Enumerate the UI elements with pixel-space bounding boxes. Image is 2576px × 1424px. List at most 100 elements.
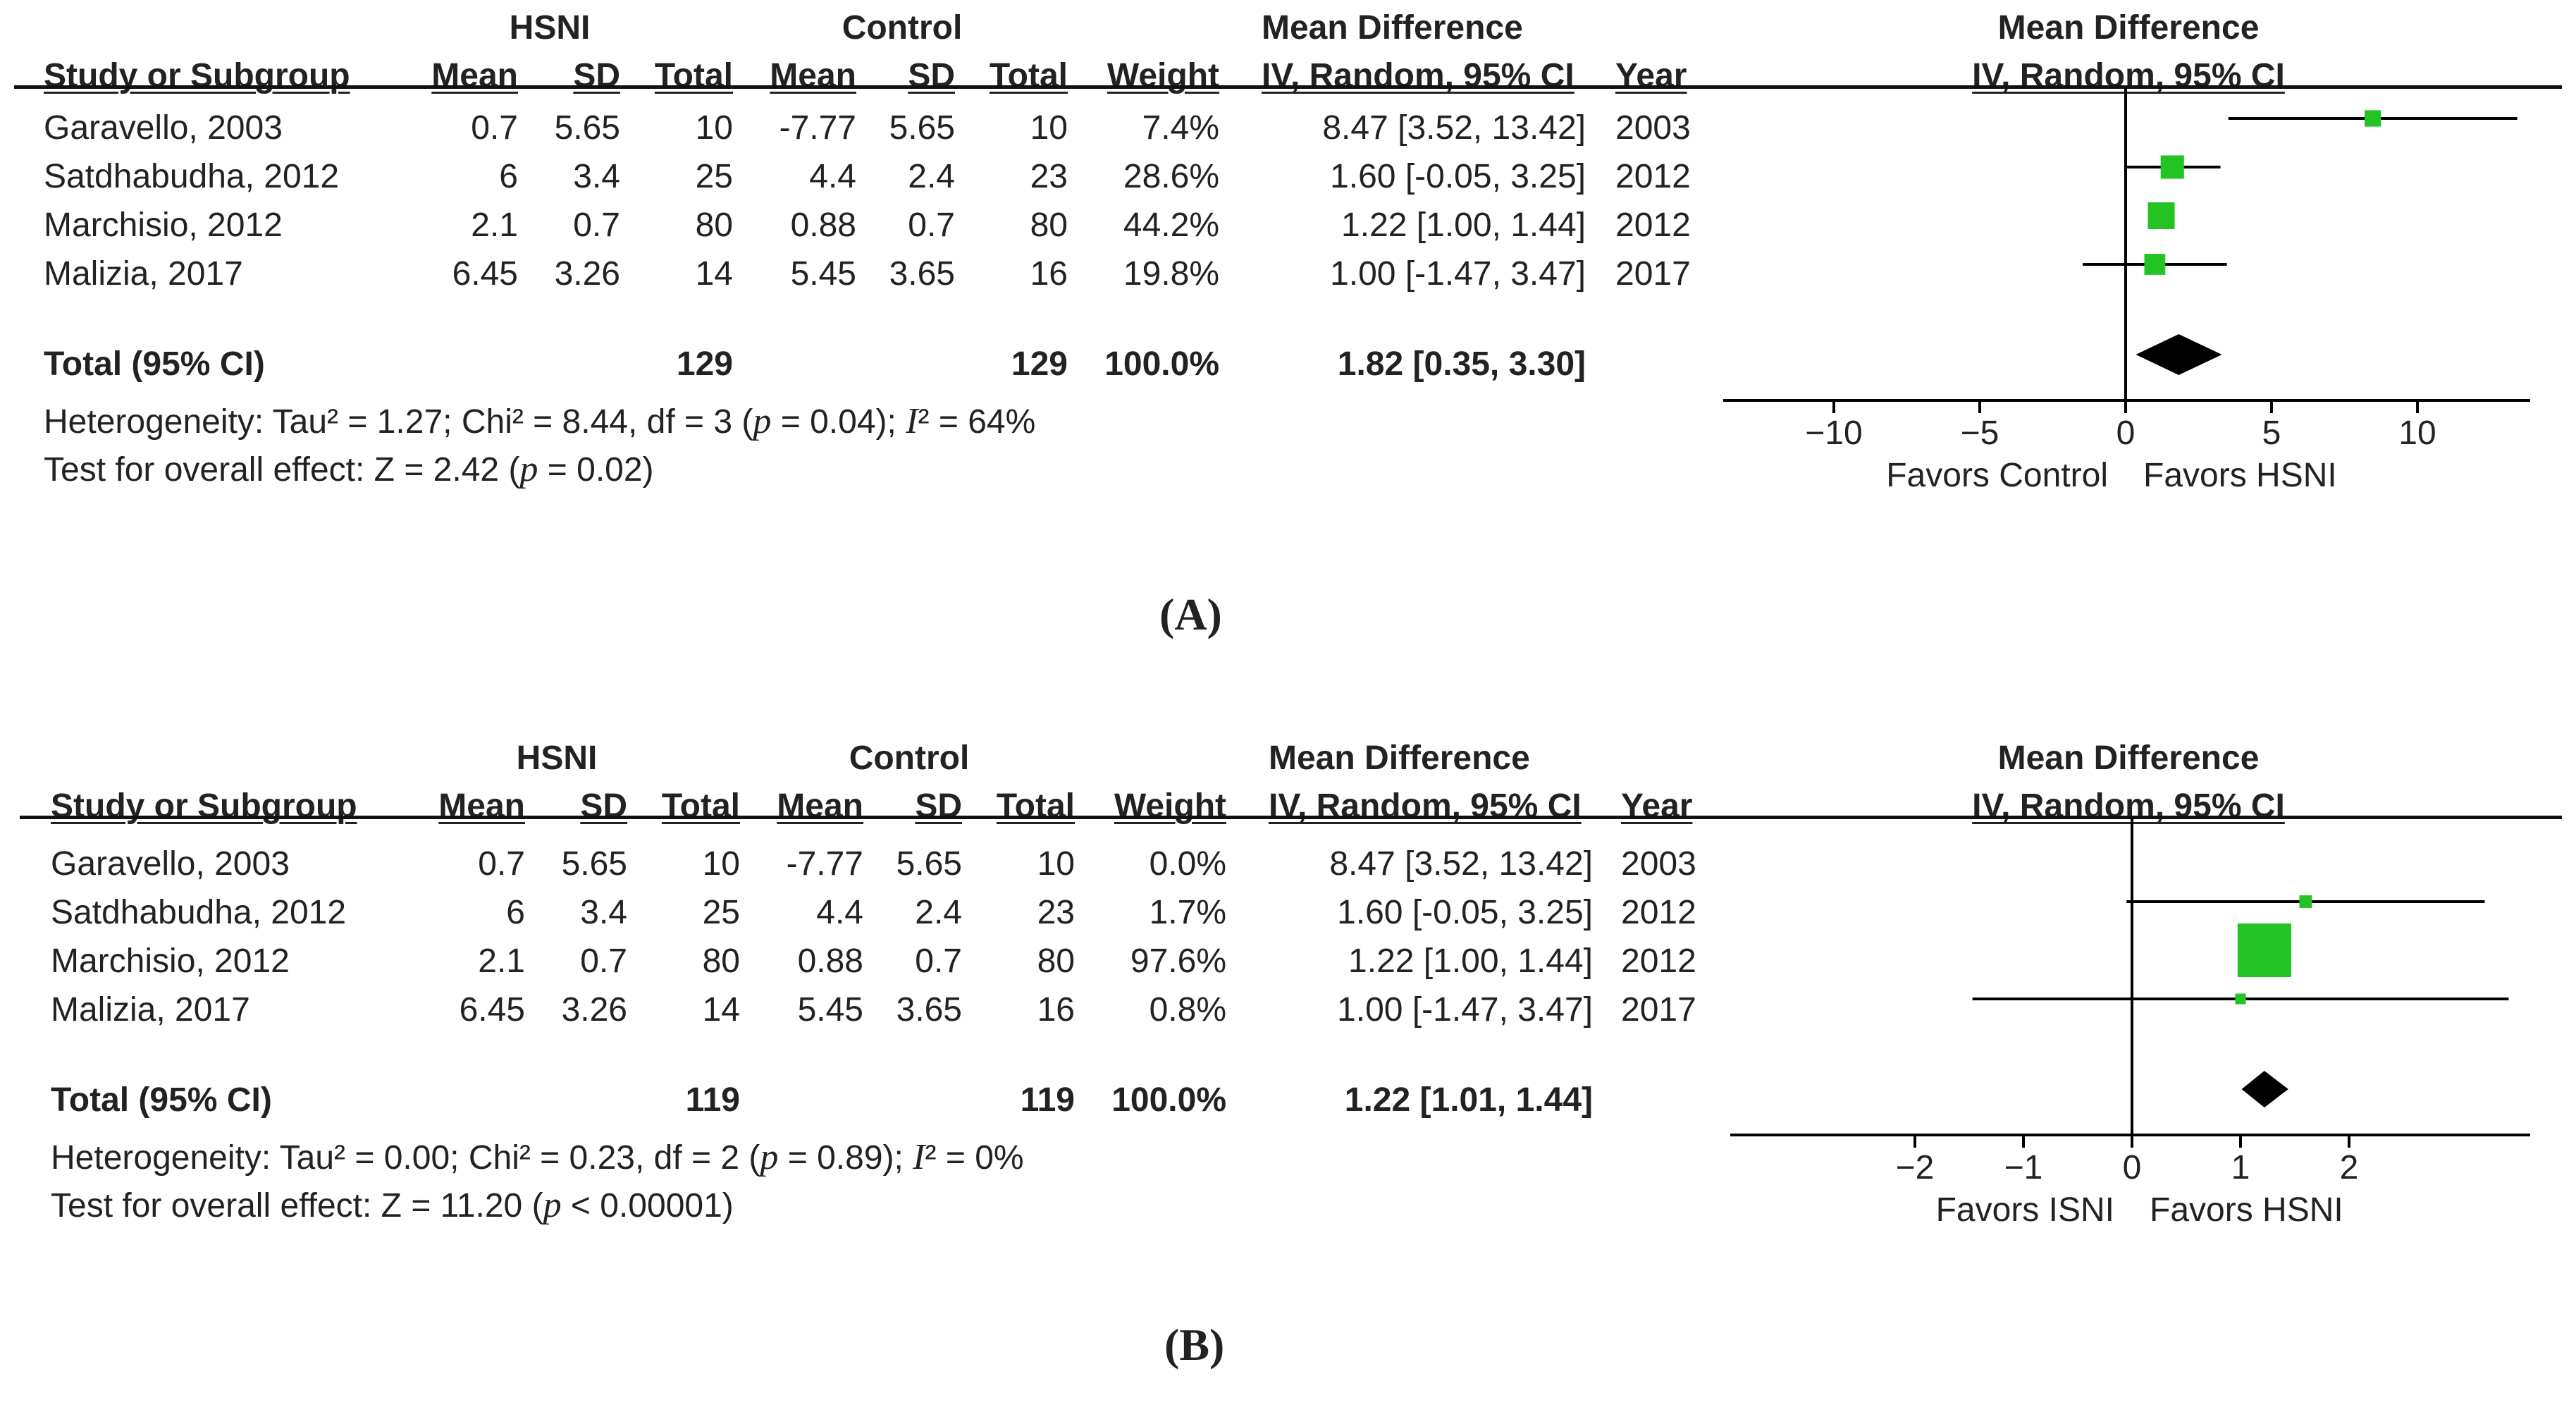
effect-square (2160, 155, 2184, 179)
c-total: 10 (1030, 109, 1068, 147)
e-mean: 2.1 (478, 943, 525, 980)
c-sd: 3.65 (889, 255, 955, 293)
x-tick-label: −1 (2004, 1149, 2043, 1186)
e-total: 10 (702, 845, 740, 883)
c-mean: -7.77 (786, 845, 863, 883)
total-label: Total (95% CI) (44, 345, 265, 383)
p-symbol: p (519, 449, 538, 489)
c-total: 16 (1037, 991, 1075, 1029)
e-sd: 3.4 (580, 894, 627, 931)
c-total: 10 (1037, 845, 1075, 883)
year: 2012 (1621, 894, 1696, 931)
e-total: 80 (695, 207, 733, 244)
ci-text: 1.22 [1.00, 1.44] (1341, 207, 1586, 244)
c-mean: 4.4 (809, 158, 856, 195)
c-sd: 0.7 (915, 943, 962, 980)
effect-square (2299, 895, 2312, 908)
c-mean: 4.4 (816, 894, 863, 931)
effect-square (2144, 254, 2166, 275)
header-rule (14, 85, 2562, 89)
study-name: Malizia, 2017 (51, 991, 250, 1029)
study-name: Marchisio, 2012 (44, 207, 283, 244)
e-total: 80 (702, 943, 740, 980)
forest-plot-panel-b: HSNI Control Mean Difference Mean Differ… (0, 730, 2576, 1424)
weight: 0.8% (1149, 991, 1226, 1029)
weight: 1.7% (1149, 894, 1226, 931)
md-label-left: Mean Difference (1262, 9, 1523, 47)
heterogeneity-prefix: Heterogeneity: Tau² = 0.00; Chi² = 0.23,… (51, 1139, 760, 1177)
c-sd: 2.4 (908, 158, 955, 195)
c-sd: 2.4 (915, 894, 962, 931)
c-total: 80 (1030, 207, 1068, 244)
x-tick-label: −10 (1805, 415, 1862, 452)
study-name: Garavello, 2003 (51, 845, 290, 883)
overall-suffix: = 0.02) (538, 451, 654, 489)
e-total: 25 (702, 894, 740, 931)
heterogeneity-mid: = 0.89); (778, 1139, 913, 1177)
md-label-left: Mean Difference (1269, 739, 1530, 777)
year: 2017 (1621, 991, 1696, 1029)
total-weight: 100.0% (1111, 1081, 1226, 1119)
overall-effect-text: Test for overall effect: Z = 11.20 (p < … (51, 1187, 734, 1224)
x-tick-label: 0 (2123, 1149, 2142, 1186)
x-tick-label: 1 (2231, 1149, 2250, 1186)
c-sd: 0.7 (908, 207, 955, 244)
favors-left-label: Favors Control (1886, 457, 2108, 494)
ci-text: 1.00 [-1.47, 3.47] (1330, 255, 1586, 293)
study-name: Malizia, 2017 (44, 255, 243, 293)
favors-right-label: Favors HSNI (2150, 1191, 2343, 1229)
total-c-total: 119 (1020, 1081, 1075, 1119)
total-e-total: 119 (685, 1081, 740, 1119)
c-sd: 5.65 (889, 109, 955, 147)
ci-text: 1.00 [-1.47, 3.47] (1337, 991, 1593, 1029)
header-rule (20, 816, 2562, 819)
weight: 7.4% (1142, 109, 1219, 147)
x-tick-label: 10 (2398, 415, 2436, 452)
c-total: 16 (1030, 255, 1068, 293)
group-label-experimental: HSNI (509, 9, 591, 47)
forest-plot-a: −10 −5 0 5 10 Favors Control Favors HSNI (1723, 87, 2530, 494)
overall-prefix: Test for overall effect: Z = 11.20 ( (51, 1187, 543, 1224)
forest-plot-panel-a: HSNI Control Mean Difference Mean Differ… (0, 0, 2576, 694)
group-label-control: Control (842, 9, 963, 47)
c-sd: 3.65 (896, 991, 962, 1029)
e-total: 14 (702, 991, 740, 1029)
ci-text: 1.60 [-0.05, 3.25] (1337, 894, 1593, 931)
heterogeneity-prefix: Heterogeneity: Tau² = 1.27; Chi² = 8.44,… (44, 403, 753, 441)
e-mean: 6.45 (452, 255, 518, 293)
md-label-right: Mean Difference (1997, 9, 2260, 47)
heterogeneity-suffix: ² = 64% (918, 403, 1036, 441)
e-sd: 3.4 (573, 158, 620, 195)
weight: 0.0% (1149, 845, 1226, 883)
favors-left-label: Favors ISNI (1936, 1191, 2114, 1229)
ci-text: 8.47 [3.52, 13.42] (1329, 845, 1593, 883)
overall-effect-text: Test for overall effect: Z = 2.42 (p = 0… (44, 451, 654, 488)
group-label-experimental: HSNI (516, 739, 598, 777)
e-mean: 6.45 (459, 991, 525, 1029)
total-ci-text: 1.22 [1.01, 1.44] (1344, 1081, 1593, 1119)
p-symbol: p (753, 401, 772, 441)
year: 2012 (1615, 207, 1691, 244)
c-mean: 5.45 (790, 255, 856, 293)
p-symbol: p (543, 1185, 562, 1225)
e-mean: 0.7 (478, 845, 525, 883)
p-symbol: p (760, 1137, 779, 1177)
year: 2003 (1621, 845, 1696, 883)
panel-label-a: (A) (1159, 589, 1222, 639)
total-c-total: 129 (1011, 345, 1068, 383)
e-sd: 0.7 (580, 943, 627, 980)
effect-square (2147, 202, 2175, 229)
e-sd: 5.65 (554, 109, 620, 147)
total-ci-text: 1.82 [0.35, 3.30] (1337, 345, 1586, 383)
panel-label-b: (B) (1164, 1320, 1225, 1370)
weight: 44.2% (1123, 207, 1219, 244)
x-tick-label: 0 (2116, 415, 2136, 452)
c-mean: -7.77 (779, 109, 856, 147)
x-tick-label: −2 (1896, 1149, 1935, 1186)
heterogeneity-text: Heterogeneity: Tau² = 0.00; Chi² = 0.23,… (51, 1139, 1024, 1176)
total-weight: 100.0% (1104, 345, 1219, 383)
ci-text: 1.22 [1.00, 1.44] (1348, 943, 1593, 980)
e-sd: 3.26 (561, 991, 627, 1029)
overall-suffix: < 0.00001) (561, 1187, 734, 1224)
e-total: 14 (695, 255, 733, 293)
